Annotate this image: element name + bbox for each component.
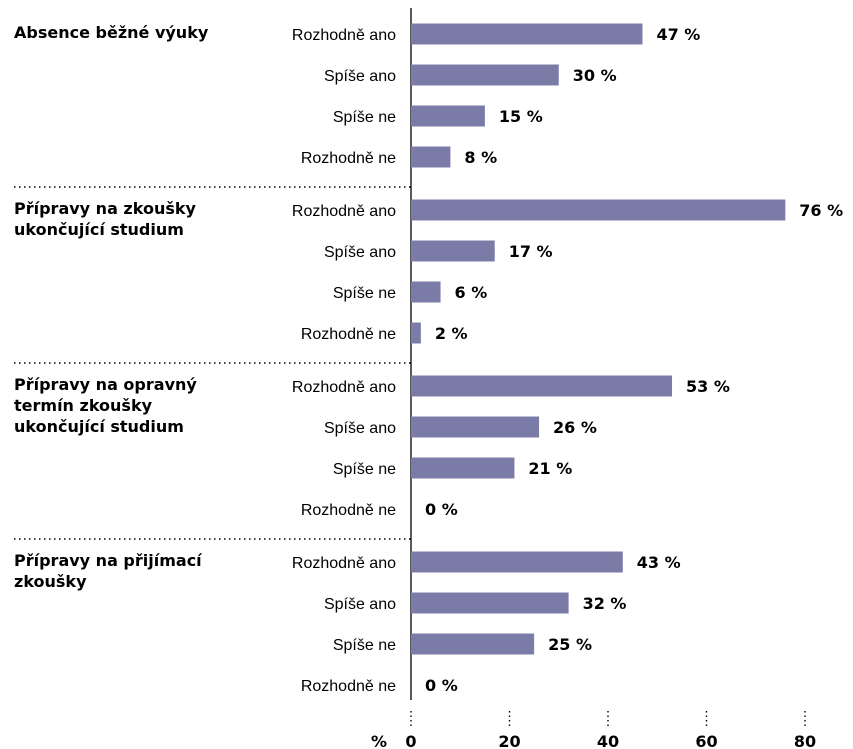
category-label: Rozhodně ano: [292, 379, 396, 396]
bar: [411, 64, 559, 86]
x-tick-label: 20: [498, 732, 520, 749]
category-label: Spíše ano: [324, 68, 396, 85]
bar: [411, 375, 673, 397]
bar: [411, 633, 535, 655]
data-label: 15 %: [499, 107, 543, 126]
bar: [411, 199, 786, 221]
category-label: Spíše ano: [324, 596, 396, 613]
data-label: 30 %: [573, 66, 617, 85]
x-tick-label: 80: [794, 732, 816, 749]
group-label: Absence běžné výuky: [14, 23, 209, 42]
data-label: 2 %: [435, 324, 468, 343]
group-label: Přípravy na zkoušky ukončující studium: [14, 199, 196, 239]
bar: [411, 322, 421, 344]
data-label: 43 %: [637, 553, 681, 572]
data-label: 47 %: [656, 25, 700, 44]
category-label: Rozhodně ano: [292, 203, 396, 220]
bar: [411, 240, 495, 262]
axis-unit-label: %: [371, 732, 387, 749]
category-label: Rozhodně ne: [301, 678, 396, 695]
data-label: 0 %: [425, 676, 458, 695]
bar: [411, 105, 485, 127]
category-label: Rozhodně ne: [301, 502, 396, 519]
category-label: Rozhodně ano: [292, 27, 396, 44]
data-label: 32 %: [583, 594, 627, 613]
category-label: Spíše ne: [333, 461, 396, 478]
data-label: 6 %: [455, 283, 488, 302]
data-label: 8 %: [464, 148, 497, 167]
x-tick-label: 40: [597, 732, 619, 749]
group-label: Přípravy na přijímací zkoušky: [14, 551, 202, 591]
bar: [411, 146, 451, 168]
bar: [411, 281, 441, 303]
category-label: Rozhodně ne: [301, 326, 396, 343]
category-label: Spíše ano: [324, 244, 396, 261]
data-label: 76 %: [799, 201, 843, 220]
group-label: Přípravy na opravný termín zkoušky ukonč…: [14, 375, 197, 436]
bar: [411, 457, 515, 479]
x-tick-label: 60: [695, 732, 717, 749]
bar: [411, 23, 643, 45]
data-label: 25 %: [548, 635, 592, 654]
category-label: Rozhodně ne: [301, 150, 396, 167]
bar: [411, 416, 540, 438]
category-label: Spíše ne: [333, 637, 396, 654]
data-label: 17 %: [509, 242, 553, 261]
category-label: Rozhodně ano: [292, 555, 396, 572]
category-label: Spíše ano: [324, 420, 396, 437]
category-label: Spíše ne: [333, 285, 396, 302]
category-label: Spíše ne: [333, 109, 396, 126]
x-tick-label: 0: [405, 732, 416, 749]
data-label: 21 %: [528, 459, 572, 478]
data-label: 26 %: [553, 418, 597, 437]
bar: [411, 592, 569, 614]
data-label: 53 %: [686, 377, 730, 396]
bar: [411, 551, 623, 573]
data-label: 0 %: [425, 500, 458, 519]
